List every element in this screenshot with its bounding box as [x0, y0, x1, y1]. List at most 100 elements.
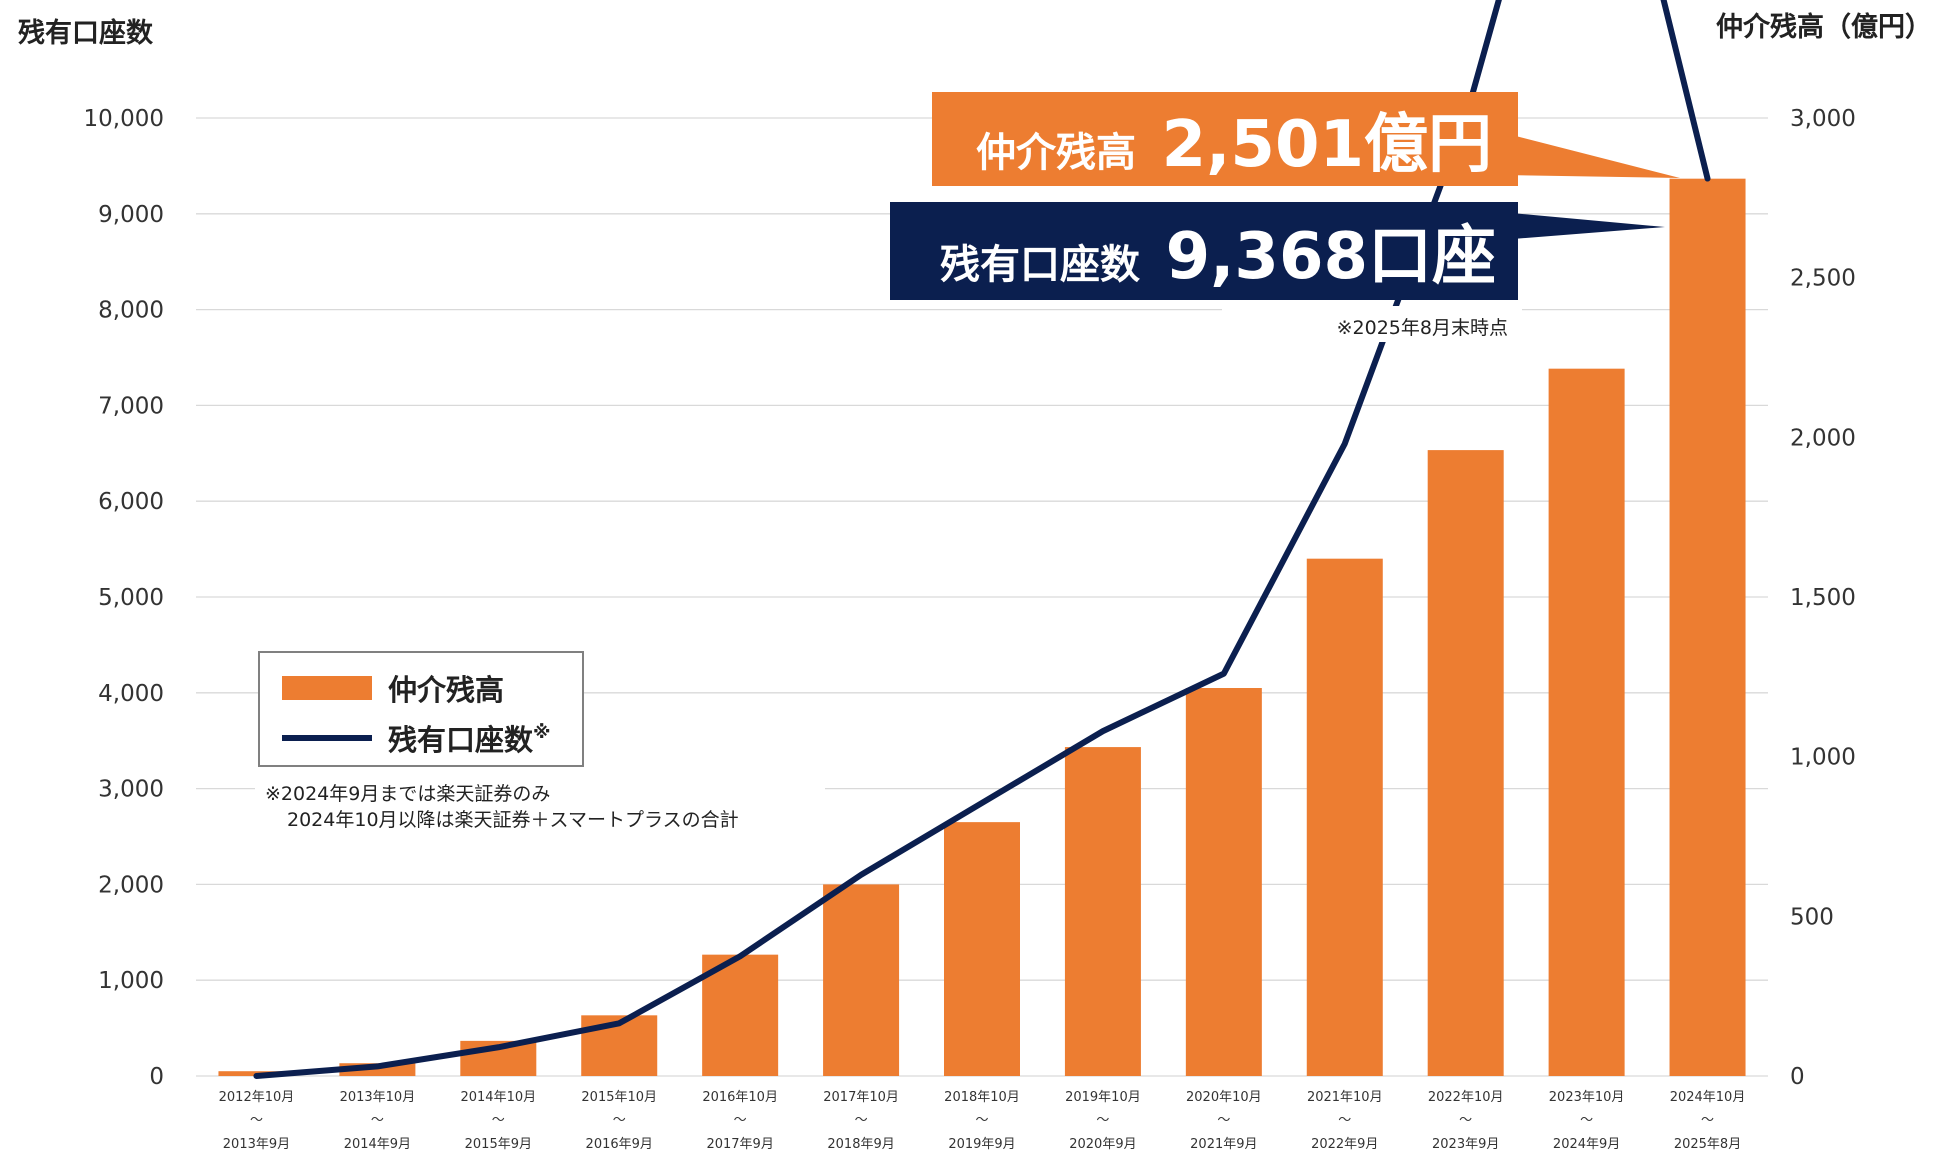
svg-text:2014年9月: 2014年9月 [344, 1137, 411, 1152]
svg-text:～: ～ [1701, 1113, 1714, 1128]
svg-text:～: ～ [250, 1113, 263, 1128]
svg-text:～: ～ [492, 1113, 505, 1128]
svg-text:～: ～ [1338, 1113, 1351, 1128]
svg-text:～: ～ [1217, 1113, 1230, 1128]
accounts-callout-pointer [1500, 212, 1665, 240]
legend-label-accounts: 残有口座数 [388, 723, 534, 757]
svg-text:2015年9月: 2015年9月 [465, 1137, 532, 1152]
legend: 仲介残高 残有口座数※ [258, 651, 584, 767]
svg-text:2018年9月: 2018年9月 [827, 1137, 894, 1152]
svg-text:2022年10月: 2022年10月 [1428, 1090, 1504, 1105]
svg-text:仲介残高 2,501億円: 仲介残高 2,501億円 [976, 108, 1492, 182]
bar [823, 884, 900, 1076]
bar [1185, 688, 1262, 1076]
balance-callout-pointer [1500, 132, 1680, 178]
svg-text:～: ～ [371, 1113, 384, 1128]
svg-text:残有口座数 9,368口座: 残有口座数 9,368口座 [940, 220, 1496, 294]
right-tick-label: 2,000 [1790, 425, 1856, 451]
svg-text:2020年10月: 2020年10月 [1186, 1090, 1262, 1105]
right-tick-label: 3,000 [1790, 106, 1856, 132]
svg-text:～: ～ [734, 1113, 747, 1128]
svg-text:2021年9月: 2021年9月 [1190, 1137, 1257, 1152]
svg-text:2017年9月: 2017年9月 [706, 1137, 773, 1152]
svg-text:～: ～ [975, 1113, 988, 1128]
left-tick-label: 2,000 [98, 872, 164, 898]
left-tick-label: 5,000 [98, 585, 164, 611]
left-tick-label: 10,000 [84, 106, 164, 132]
x-tick-label: 2018年10月 ～ 2019年9月 [944, 1090, 1020, 1152]
bar [1427, 450, 1504, 1076]
balance-callout-value: 2,501億円 [1162, 108, 1492, 182]
svg-text:2025年8月: 2025年8月 [1674, 1137, 1741, 1152]
svg-text:2019年9月: 2019年9月 [948, 1137, 1015, 1152]
left-tick-label: 4,000 [98, 681, 164, 707]
legend-label-accounts-suffix: ※ [533, 722, 551, 743]
x-tick-label: 2019年10月 ～ 2020年9月 [1065, 1090, 1141, 1152]
note-line-1: ※2024年9月までは楽天証券のみ [265, 783, 550, 805]
balance-callout: 仲介残高 2,501億円 [932, 92, 1680, 186]
svg-text:2021年10月: 2021年10月 [1307, 1090, 1383, 1105]
x-tick-label: 2016年10月 ～ 2017年9月 [702, 1090, 778, 1152]
accounts-callout-value: 9,368口座 [1166, 220, 1496, 294]
legend-bar-swatch [282, 676, 372, 700]
left-tick-label: 7,000 [98, 393, 164, 419]
note-line-2: 2024年10月以降は楽天証券＋スマートプラスの合計 [287, 809, 739, 831]
x-tick-label: 2022年10月 ～ 2023年9月 [1428, 1090, 1504, 1152]
right-tick-label: 500 [1790, 904, 1834, 930]
svg-text:2016年10月: 2016年10月 [702, 1090, 778, 1105]
bar-series [218, 178, 1746, 1077]
right-tick-label: 1,000 [1790, 745, 1856, 771]
bar [1669, 178, 1746, 1076]
right-tick-label: 2,500 [1790, 266, 1856, 292]
svg-text:～: ～ [1580, 1113, 1593, 1128]
left-tick-label: 3,000 [98, 777, 164, 803]
left-tick-label: 6,000 [98, 489, 164, 515]
svg-text:2013年9月: 2013年9月 [223, 1137, 290, 1152]
left-axis-ticks: 10,000 9,000 8,000 7,000 6,000 5,000 4,000 3,00… [84, 106, 164, 1090]
x-tick-label: 2017年10月 ～ 2018年9月 [823, 1090, 899, 1152]
legend-label-balance: 仲介残高 [388, 673, 504, 707]
right-axis-title: 仲介残高（億円） [1716, 11, 1932, 43]
left-tick-label: 0 [149, 1064, 164, 1090]
svg-text:2023年9月: 2023年9月 [1432, 1137, 1499, 1152]
left-axis-title: 残有口座数 [18, 17, 154, 49]
right-axis-ticks: 3,000 2,500 2,000 1,500 1,000 500 0 [1790, 106, 1856, 1090]
svg-text:2019年10月: 2019年10月 [1065, 1090, 1141, 1105]
svg-text:2020年9月: 2020年9月 [1069, 1137, 1136, 1152]
svg-text:2018年10月: 2018年10月 [944, 1090, 1020, 1105]
left-tick-label: 1,000 [98, 968, 164, 994]
x-tick-label: 2012年10月 ～ 2013年9月 [219, 1090, 295, 1152]
x-tick-label: 2015年10月 ～ 2016年9月 [581, 1090, 657, 1152]
accounts-callout: 残有口座数 9,368口座 [890, 202, 1665, 300]
svg-text:～: ～ [1096, 1113, 1109, 1128]
svg-text:～: ～ [1459, 1113, 1472, 1128]
right-tick-label: 0 [1790, 1064, 1805, 1090]
x-tick-label: 2020年10月 ～ 2021年9月 [1186, 1090, 1262, 1152]
asof-note: ※2025年8月末時点 [1337, 317, 1508, 339]
x-tick-label: 2024年10月 ～ 2025年8月 [1670, 1090, 1746, 1152]
x-axis-ticks: 2012年10月 ～ 2013年9月 2013年10月 ～ 2014年9月 2014年10月… [219, 1090, 1746, 1152]
balance-callout-box [932, 92, 1518, 186]
bar [702, 954, 779, 1076]
balance-callout-label: 仲介残高 [976, 130, 1136, 176]
svg-text:2013年10月: 2013年10月 [340, 1090, 416, 1105]
svg-text:残有口座数※: 残有口座数※ [388, 722, 551, 757]
svg-text:2024年9月: 2024年9月 [1553, 1137, 1620, 1152]
left-tick-label: 9,000 [98, 202, 164, 228]
svg-text:2024年10月: 2024年10月 [1670, 1090, 1746, 1105]
x-tick-label: 2021年10月 ～ 2022年9月 [1307, 1090, 1383, 1152]
x-tick-label: 2014年10月 ～ 2015年9月 [460, 1090, 536, 1152]
svg-text:2014年10月: 2014年10月 [460, 1090, 536, 1105]
x-tick-label: 2023年10月 ～ 2024年9月 [1549, 1090, 1625, 1152]
svg-text:2015年10月: 2015年10月 [581, 1090, 657, 1105]
x-tick-label: 2013年10月 ～ 2014年9月 [340, 1090, 416, 1152]
bar [944, 822, 1020, 1076]
bar [1548, 368, 1625, 1077]
accounts-callout-box [890, 202, 1518, 300]
svg-text:2012年10月: 2012年10月 [219, 1090, 295, 1105]
svg-text:2022年9月: 2022年9月 [1311, 1137, 1378, 1152]
svg-text:2023年10月: 2023年10月 [1549, 1090, 1625, 1105]
svg-text:2017年10月: 2017年10月 [823, 1090, 899, 1105]
legend-box [258, 651, 584, 767]
